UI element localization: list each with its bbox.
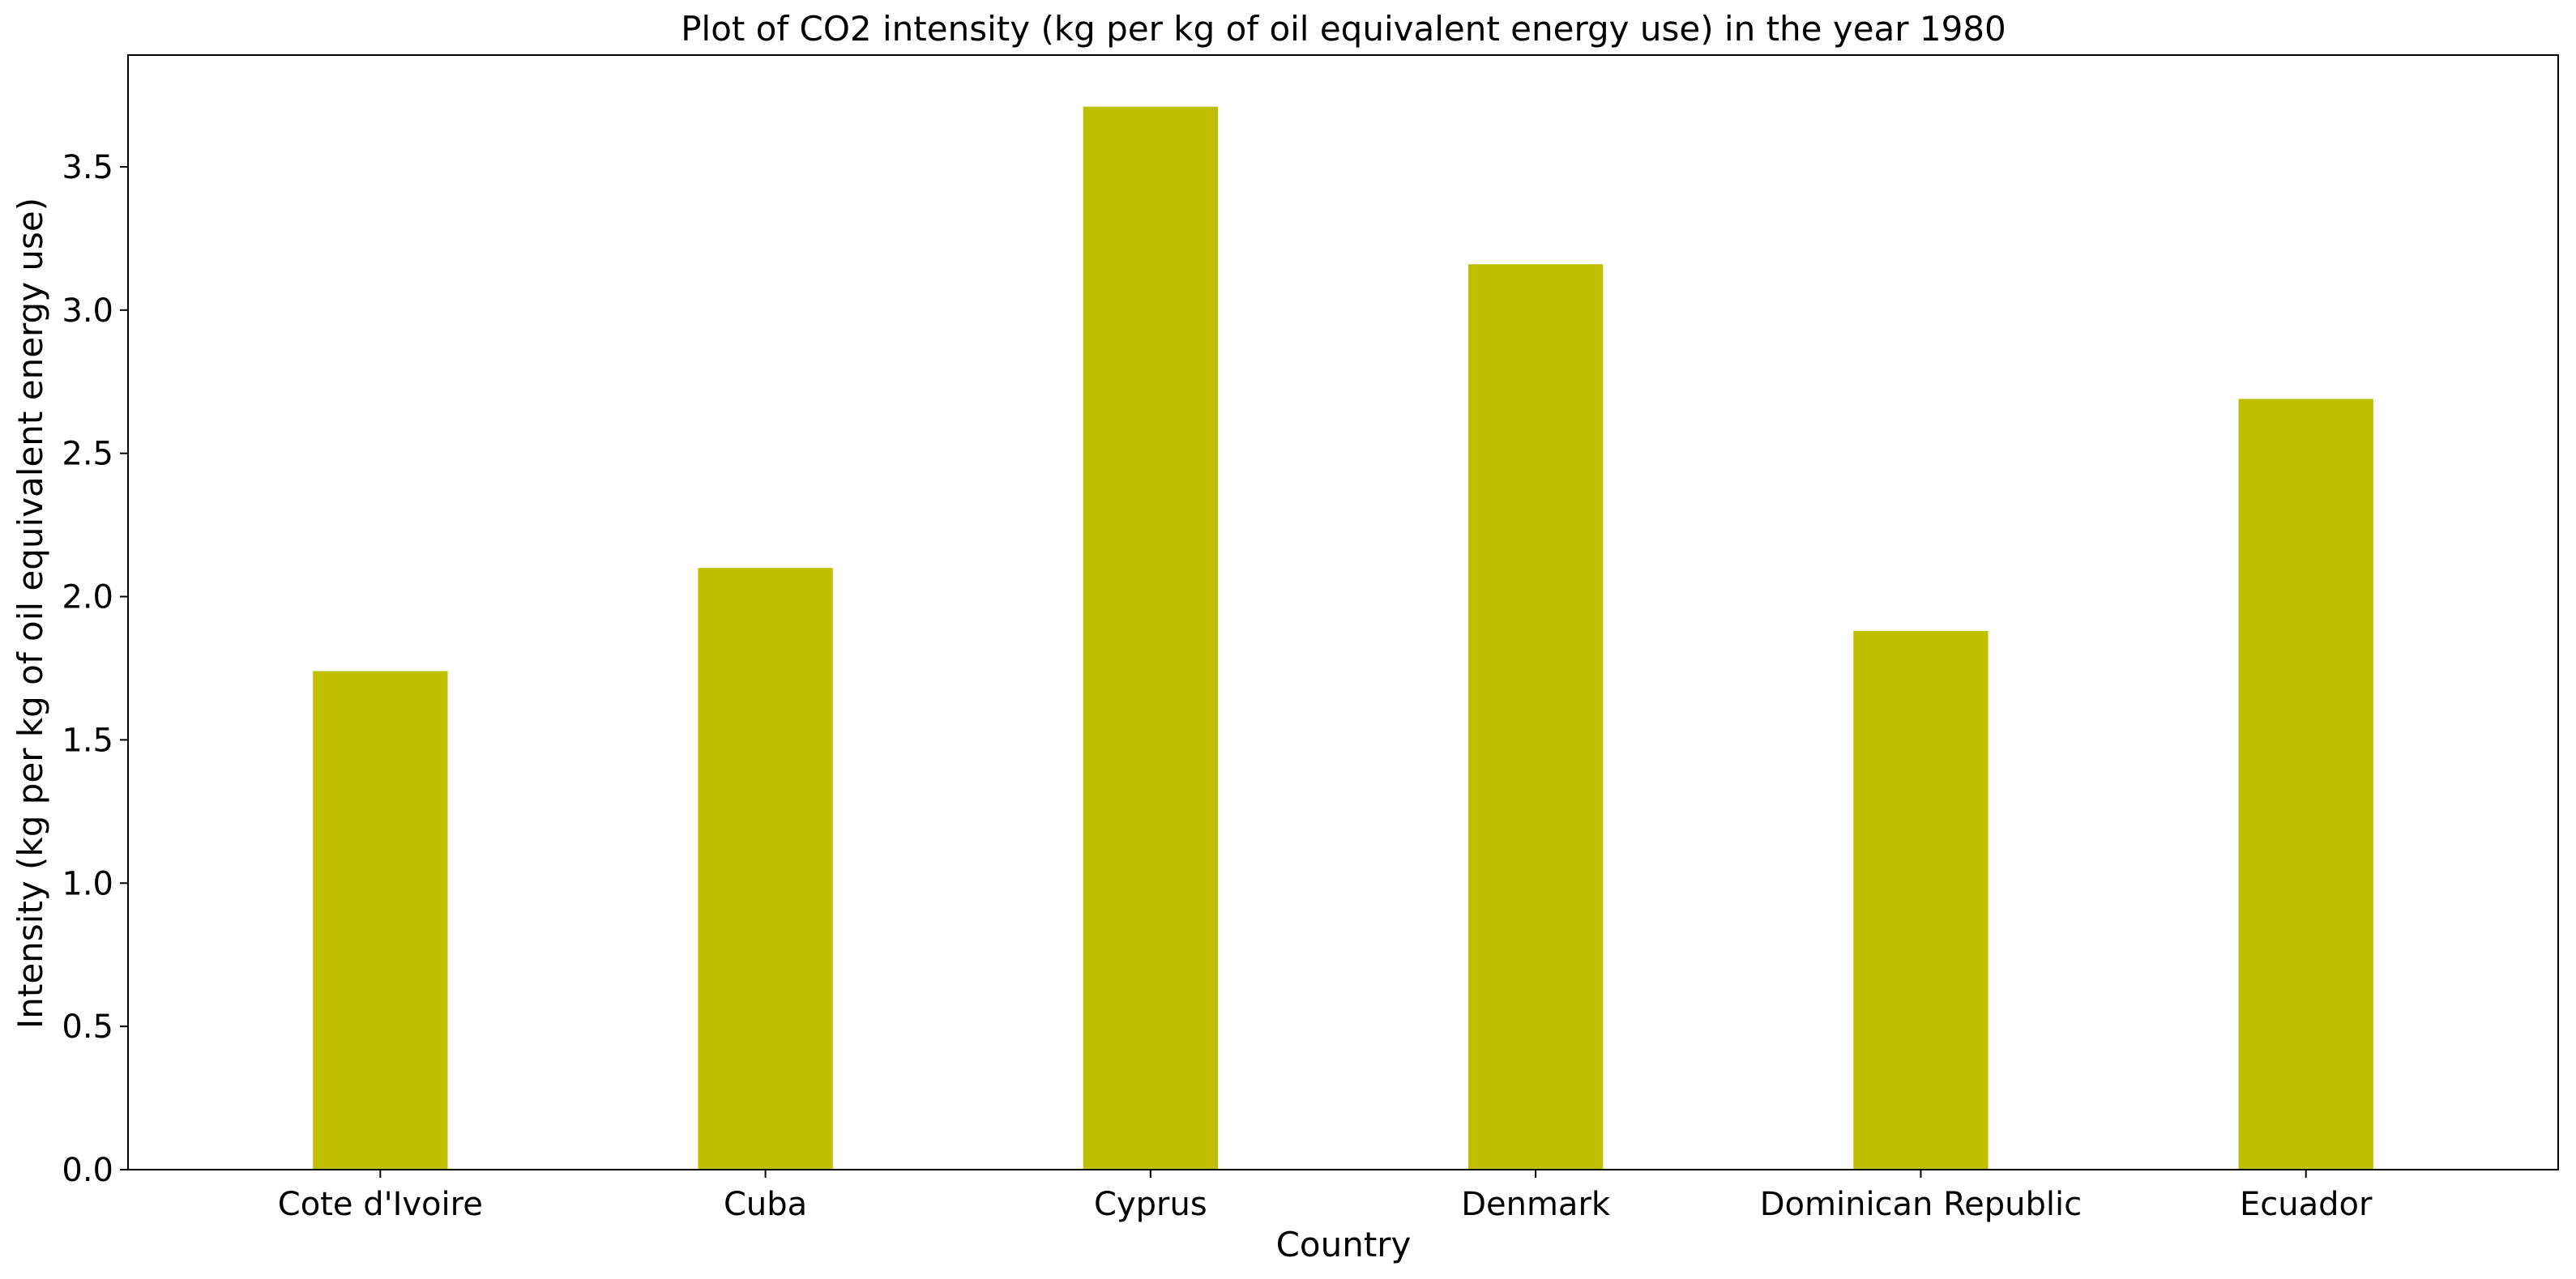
- y-tick-label: 3.5: [62, 149, 113, 186]
- y-tick-label: 1.5: [62, 722, 113, 759]
- bar-ecuador: [2238, 399, 2373, 1170]
- plot-frame: [127, 54, 2559, 1170]
- bar-dominican-republic: [1853, 630, 1989, 1170]
- y-axis-label: Intensity (kg per kg of oil equivalent e…: [11, 198, 50, 1029]
- x-tick-label: Dominican Republic: [1760, 1186, 2082, 1223]
- bar-cote-d-ivoire: [313, 671, 448, 1170]
- y-axis: 0.0 0.5 1.0 1.5 2.0 2.5 3.0 3.5: [62, 149, 128, 1189]
- y-tick-label: 1.0: [62, 865, 113, 902]
- x-tick-label: Cuba: [724, 1186, 807, 1223]
- y-tick-label: 0.5: [62, 1008, 113, 1046]
- y-tick-label: 3.0: [62, 292, 113, 330]
- bar-cuba: [698, 568, 833, 1170]
- y-tick-label: 2.0: [62, 579, 113, 616]
- x-tick-label: Cote d'Ivoire: [278, 1186, 483, 1223]
- x-axis: Cote d'Ivoire Cuba Cyprus Denmark Dominican …: [278, 1170, 2373, 1223]
- bars-group: [313, 106, 2373, 1170]
- x-tick-label: Denmark: [1461, 1186, 1611, 1223]
- chart-title: Plot of CO2 intensity (kg per kg of oil …: [681, 9, 2006, 49]
- y-tick-label: 0.0: [62, 1152, 113, 1189]
- x-tick-label: Ecuador: [2240, 1186, 2373, 1223]
- x-axis-label: Country: [1276, 1225, 1412, 1264]
- bar-cyprus: [1083, 106, 1219, 1170]
- bar-denmark: [1467, 264, 1604, 1170]
- x-tick-label: Cyprus: [1094, 1186, 1207, 1223]
- y-tick-label: 2.5: [62, 436, 113, 473]
